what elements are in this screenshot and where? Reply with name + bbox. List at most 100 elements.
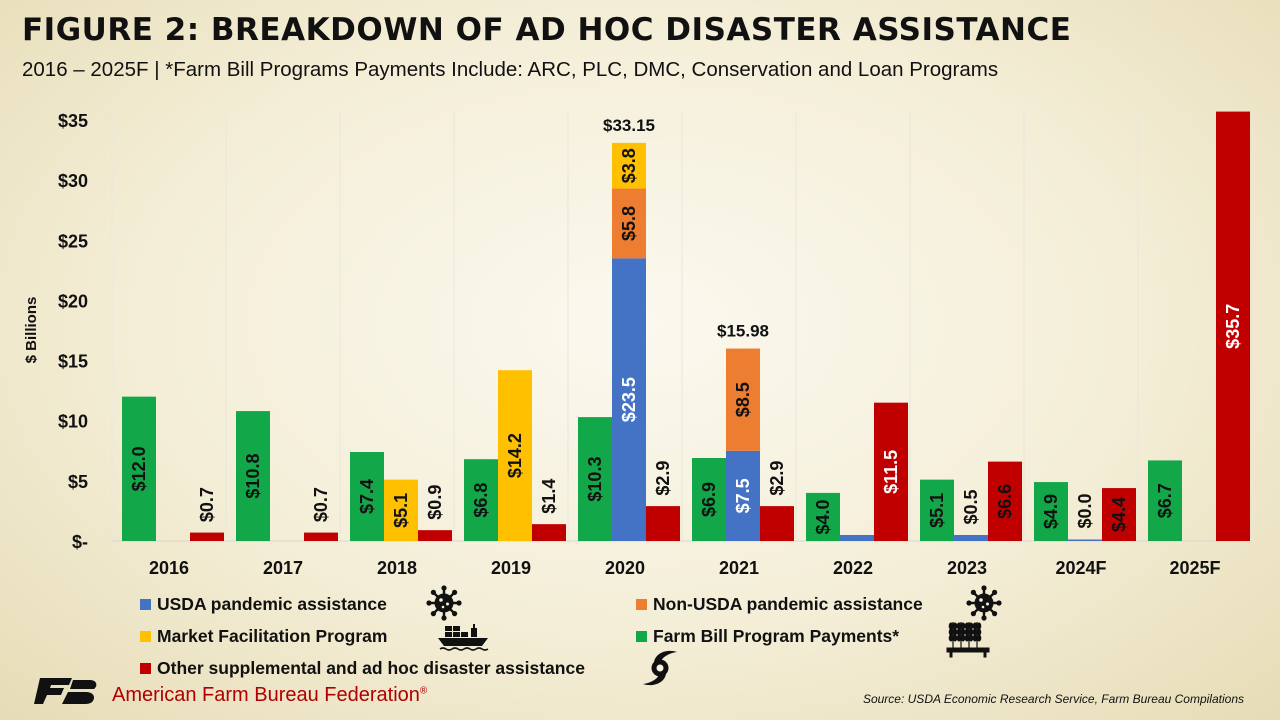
bar-mfp [612, 142, 646, 189]
y-axis-label: $ Billions [23, 297, 40, 364]
bar-label: $12.0 [129, 446, 149, 491]
bar-usda-pandemic [840, 534, 874, 541]
y-tick-label: $25 [58, 231, 88, 251]
virus-icon [966, 585, 1002, 626]
x-tick-label: 2022 [833, 558, 873, 578]
legend-label: USDA pandemic assistance [157, 594, 387, 614]
legend-swatch [636, 599, 647, 610]
bar-farm-bill [350, 451, 384, 541]
y-tick-label: $35 [58, 111, 88, 131]
bar-usda-pandemic [726, 450, 760, 541]
bar-other [190, 532, 224, 541]
legend-swatch [636, 631, 647, 642]
bar-label: $11.5 [881, 450, 901, 494]
bar-mfp [384, 479, 418, 541]
legend-item-mfp: Market Facilitation Program [140, 626, 387, 647]
bar-usda-pandemic [612, 258, 646, 541]
x-tick-label: 2019 [491, 558, 531, 578]
brand-text: American Farm Bureau Federation [112, 684, 420, 706]
bar-farm-bill [692, 458, 726, 541]
bar-label: $5.1 [927, 493, 947, 528]
bar-label: $10.3 [585, 457, 605, 502]
y-tick-label: $15 [58, 352, 88, 372]
bar-label: $4.0 [813, 499, 833, 534]
bar-label: $6.8 [471, 483, 491, 518]
bar-label: $0.5 [961, 489, 981, 524]
bar-other [304, 532, 338, 541]
bar-label: $4.9 [1041, 494, 1061, 529]
bar-label: $5.1 [391, 493, 411, 528]
legend-item-usda-pandemic: USDA pandemic assistance [140, 594, 387, 615]
bar-label: $5.8 [619, 206, 639, 241]
bar-label: $0.7 [311, 487, 331, 522]
source-note: Source: USDA Economic Research Service, … [862, 692, 1244, 706]
bar-farm-bill [578, 417, 612, 541]
bar-label: $0.7 [197, 487, 217, 522]
bar-other [874, 402, 908, 541]
bar-other [1216, 111, 1250, 541]
bar-mfp [498, 370, 532, 541]
total-label: $33.15 [603, 116, 655, 135]
legend-item-non-usda-pandemic: Non-USDA pandemic assistance [636, 594, 923, 615]
farm-bureau-logo [34, 676, 98, 711]
bar-label: $1.4 [539, 479, 559, 514]
y-tick-label: $5 [68, 472, 88, 492]
legend-item-other: Other supplemental and ad hoc disaster a… [140, 658, 585, 679]
x-tick-label: 2020 [605, 558, 645, 578]
bar-label: $35.7 [1223, 304, 1243, 349]
cargo-ship-icon [436, 620, 490, 657]
bar-farm-bill [806, 492, 840, 541]
legend-item-farm-bill: Farm Bill Program Payments* [636, 626, 899, 647]
x-tick-label: 2024F [1055, 558, 1106, 578]
bar-label: $10.8 [243, 454, 263, 499]
bar-label: $8.5 [733, 382, 753, 417]
bar-label: $2.9 [653, 461, 673, 496]
x-tick-label: 2018 [377, 558, 417, 578]
y-tick-label: $30 [58, 171, 88, 191]
bar-label: $14.2 [505, 433, 525, 478]
x-tick-label: 2023 [947, 558, 987, 578]
chart-title: FIGURE 2: BREAKDOWN OF AD HOC DISASTER A… [22, 12, 1072, 48]
registered-mark: ® [419, 685, 428, 697]
hurricane-icon [640, 648, 680, 693]
bar-label: $23.5 [619, 377, 639, 422]
bar-non-usda-pandemic [726, 348, 760, 451]
x-tick-label: 2025F [1169, 558, 1220, 578]
bar-other [1102, 488, 1136, 541]
wheat-icon [946, 618, 992, 663]
bar-label: $6.9 [699, 482, 719, 517]
total-label: $15.98 [717, 322, 769, 341]
bar-usda-pandemic [954, 534, 988, 541]
legend-swatch [140, 663, 151, 674]
bar-other [988, 461, 1022, 541]
x-tick-label: 2017 [263, 558, 303, 578]
bar-label: $3.8 [619, 148, 639, 183]
legend-swatch [140, 599, 151, 610]
x-tick-label: 2021 [719, 558, 759, 578]
legend-label: Other supplemental and ad hoc disaster a… [157, 658, 585, 678]
bar-label: $4.4 [1109, 497, 1129, 532]
bar-label: $0.9 [425, 485, 445, 520]
bar-farm-bill [464, 459, 498, 541]
bar-farm-bill [1034, 482, 1068, 541]
bar-farm-bill [122, 396, 156, 541]
bar-farm-bill [1148, 460, 1182, 541]
virus-icon [426, 585, 462, 626]
legend-label: Farm Bill Program Payments* [653, 626, 900, 646]
bar-other [760, 506, 794, 541]
bar-farm-bill [920, 479, 954, 541]
y-tick-label: $- [72, 532, 88, 552]
chart-subtitle: 2016 – 2025F | *Farm Bill Programs Payme… [22, 58, 999, 81]
y-tick-label: $20 [58, 291, 88, 311]
legend-swatch [140, 631, 151, 642]
bar-label: $7.5 [733, 478, 753, 513]
bar-other [418, 530, 452, 541]
bar-label: $7.4 [357, 479, 377, 514]
bar-farm-bill [236, 411, 270, 541]
bar-label: $2.9 [767, 461, 787, 496]
bar-other [646, 506, 680, 541]
bar-non-usda-pandemic [612, 188, 646, 259]
brand-name: American Farm Bureau Federation® [112, 684, 427, 707]
bar-label: $6.6 [995, 484, 1015, 519]
